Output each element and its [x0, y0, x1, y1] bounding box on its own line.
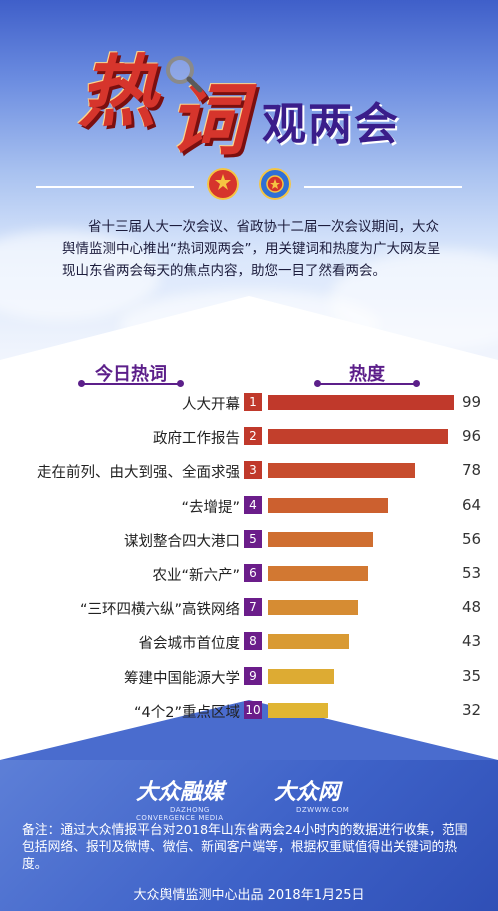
header-banner: 热 词 观两会 省十三届人大一次会议、省政协十二届一次会议期间，大众舆情监测中心…	[0, 0, 498, 360]
heat-value: 99	[462, 393, 482, 411]
keyword-label: “去增提”	[181, 499, 240, 516]
keyword-label: 农业“新六产”	[152, 568, 240, 584]
rank-badge: 10	[244, 700, 262, 719]
keyword-label: “4个2”重点区域	[134, 704, 240, 721]
magnifier-icon	[166, 56, 203, 93]
heat-bar	[268, 702, 329, 718]
heat-value: 64	[462, 495, 482, 514]
heat-value: 43	[462, 632, 482, 651]
rank-badge: 8	[244, 632, 262, 651]
heat-bar	[268, 531, 374, 547]
rank-badge: 2	[244, 427, 262, 446]
heat-bar	[268, 395, 455, 410]
dzwww-logo: 大众网 DZWWW.COM	[274, 774, 349, 814]
heat-value: 35	[462, 666, 482, 685]
header-dot	[413, 380, 420, 387]
logo2-sub: DZWWW.COM	[296, 806, 350, 814]
heat-value: 78	[462, 461, 482, 480]
title-hot-char-2: 词	[168, 75, 247, 166]
heat-value: 53	[462, 564, 482, 582]
keyword-label: 省会城市首位度	[138, 636, 241, 653]
footer-credit: 大众舆情监测中心出品 2018年1月25日	[133, 888, 365, 903]
footer-note: 备注：通过大众情报平台对2018年山东省两会24小时内的数据进行收集，范围包括网…	[22, 823, 468, 872]
heat-bar	[268, 668, 334, 684]
cppcc-emblem-icon	[259, 168, 291, 200]
heat-bar	[268, 497, 389, 513]
header-underline-left	[82, 383, 180, 385]
heat-bar	[268, 634, 349, 650]
rank-badge: 4	[244, 495, 262, 514]
footer: 大众融媒 DAZHONG CONVERGENCE MEDIA 大众网 DZWWW…	[0, 760, 498, 911]
keyword-label: 谋划整合四大港口	[124, 533, 240, 550]
header-underline-right	[318, 383, 416, 385]
keyword-label: 政府工作报告	[153, 431, 240, 448]
intro-paragraph: 省十三届人大一次会议、省政协十二届一次会议期间，大众舆情监测中心推出“热词观两会…	[62, 219, 441, 279]
national-emblem-icon	[207, 168, 239, 200]
header-dot	[314, 380, 321, 387]
keyword-label: “三环四横六纵”高铁网络	[79, 602, 240, 619]
heat-value: 48	[462, 598, 482, 617]
rank-badge: 7	[244, 598, 262, 617]
logo1-name: 大众融媒	[136, 779, 225, 805]
dazhong-convergence-media-logo: 大众融媒 DAZHONG CONVERGENCE MEDIA	[136, 774, 224, 822]
heat-value: 32	[462, 700, 482, 719]
rank-badge: 3	[244, 461, 262, 480]
logo1-sub2: CONVERGENCE MEDIA	[136, 814, 224, 822]
title-text: 观两会	[262, 99, 400, 150]
column-header-keywords: 今日热词	[95, 364, 167, 385]
header-dot	[78, 380, 85, 387]
heat-bar	[268, 429, 449, 445]
logo2-name: 大众网	[274, 779, 341, 805]
heat-bar	[268, 566, 368, 581]
logo1-sub1: DAZHONG	[170, 806, 210, 814]
heat-bar	[268, 600, 359, 616]
title-hot-char-1: 热	[78, 47, 157, 138]
cloud-decoration	[0, 230, 160, 320]
rank-badge: 9	[244, 666, 262, 685]
rank-badge: 5	[244, 529, 262, 548]
heat-bar	[268, 463, 415, 479]
rank-badge: 1	[244, 393, 262, 411]
divider-right	[304, 186, 462, 188]
rank-badge: 6	[244, 564, 262, 582]
heat-value: 96	[462, 427, 482, 446]
heat-value: 56	[462, 529, 482, 548]
header-dot	[177, 380, 184, 387]
keyword-label: 走在前列、由大到强、全面求强	[37, 465, 240, 482]
keyword-label: 人大开幕	[182, 397, 240, 413]
keyword-label: 筹建中国能源大学	[124, 670, 240, 687]
column-header-heat: 热度	[349, 364, 385, 385]
divider-left	[36, 186, 194, 188]
